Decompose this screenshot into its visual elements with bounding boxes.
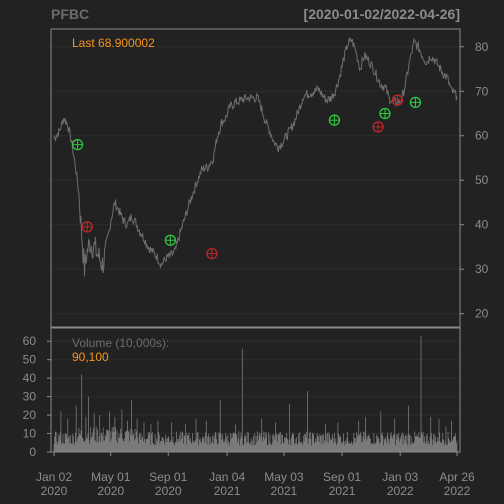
x-tick-year: 2021 bbox=[329, 484, 356, 498]
sell-signal-marker bbox=[372, 121, 384, 133]
x-tick-label: Sep 01 bbox=[323, 470, 361, 484]
x-tick-year: 2020 bbox=[155, 484, 182, 498]
volume-tick-label: 20 bbox=[23, 408, 37, 422]
price-panel: 20 30 40 50 60 70 80 Last 68.900002 bbox=[50, 28, 489, 328]
volume-label: Volume (10,000s): bbox=[72, 336, 169, 350]
x-tick-label: Jan 04 bbox=[209, 470, 245, 484]
x-tick-label: Jan 02 bbox=[36, 470, 72, 484]
volume-tick-label: 40 bbox=[23, 371, 37, 385]
x-tick-label: Apr 26 bbox=[439, 470, 475, 484]
x-tick-year: 2020 bbox=[41, 484, 68, 498]
volume-tick-label: 50 bbox=[23, 353, 37, 367]
price-tick-label: 50 bbox=[475, 173, 489, 187]
buy-signal-marker bbox=[379, 107, 391, 120]
ticker-title: PFBC bbox=[51, 6, 89, 22]
sell-signal-marker bbox=[391, 94, 404, 106]
volume-tick-label: 0 bbox=[29, 445, 36, 459]
price-tick-label: 80 bbox=[475, 40, 489, 54]
price-grid bbox=[51, 46, 460, 315]
volume-panel: 0 10 20 30 40 50 60 Volume (10,000s): 90,100 bbox=[23, 327, 461, 459]
x-tick-label: Sep 01 bbox=[149, 470, 187, 484]
price-line bbox=[53, 37, 458, 277]
date-range-title: [2020-01-02/2022-04-26] bbox=[304, 6, 460, 22]
volume-bars bbox=[53, 335, 458, 452]
buy-signal-marker bbox=[409, 96, 422, 109]
x-tick-year: 2022 bbox=[387, 484, 414, 498]
sell-signal-marker bbox=[81, 221, 93, 233]
volume-last-value: 90,100 bbox=[72, 350, 109, 364]
x-tick-label: May 01 bbox=[91, 470, 131, 484]
buy-signal-marker bbox=[164, 234, 176, 246]
x-tick-year: 2020 bbox=[97, 484, 124, 498]
x-tick-label: Jan 03 bbox=[382, 470, 418, 484]
volume-bar-series bbox=[53, 335, 458, 452]
volume-axis-ticks: 0 10 20 30 40 50 60 bbox=[23, 334, 51, 459]
price-panel-frame bbox=[50, 28, 461, 328]
last-price-label: Last 68.900002 bbox=[72, 36, 155, 50]
volume-panel-frame bbox=[50, 327, 461, 453]
price-tick-label: 40 bbox=[475, 218, 489, 232]
volume-tick-label: 60 bbox=[23, 334, 37, 348]
price-tick-label: 70 bbox=[475, 84, 489, 98]
buy-signal-marker bbox=[71, 138, 84, 151]
x-tick-year: 2021 bbox=[214, 484, 241, 498]
x-tick-year: 2021 bbox=[271, 484, 298, 498]
x-tick-label: May 03 bbox=[264, 470, 304, 484]
volume-tick-label: 30 bbox=[23, 390, 37, 404]
buy-signal-marker bbox=[328, 114, 341, 126]
price-tick-label: 60 bbox=[475, 129, 489, 143]
price-tick-label: 30 bbox=[475, 262, 489, 276]
signal-markers bbox=[71, 94, 422, 260]
x-tick-year: 2022 bbox=[444, 484, 471, 498]
price-tick-label: 20 bbox=[475, 307, 489, 321]
price-axis-ticks: 20 30 40 50 60 70 80 bbox=[460, 40, 489, 321]
volume-tick-label: 10 bbox=[23, 427, 37, 441]
sell-signal-marker bbox=[206, 247, 218, 260]
